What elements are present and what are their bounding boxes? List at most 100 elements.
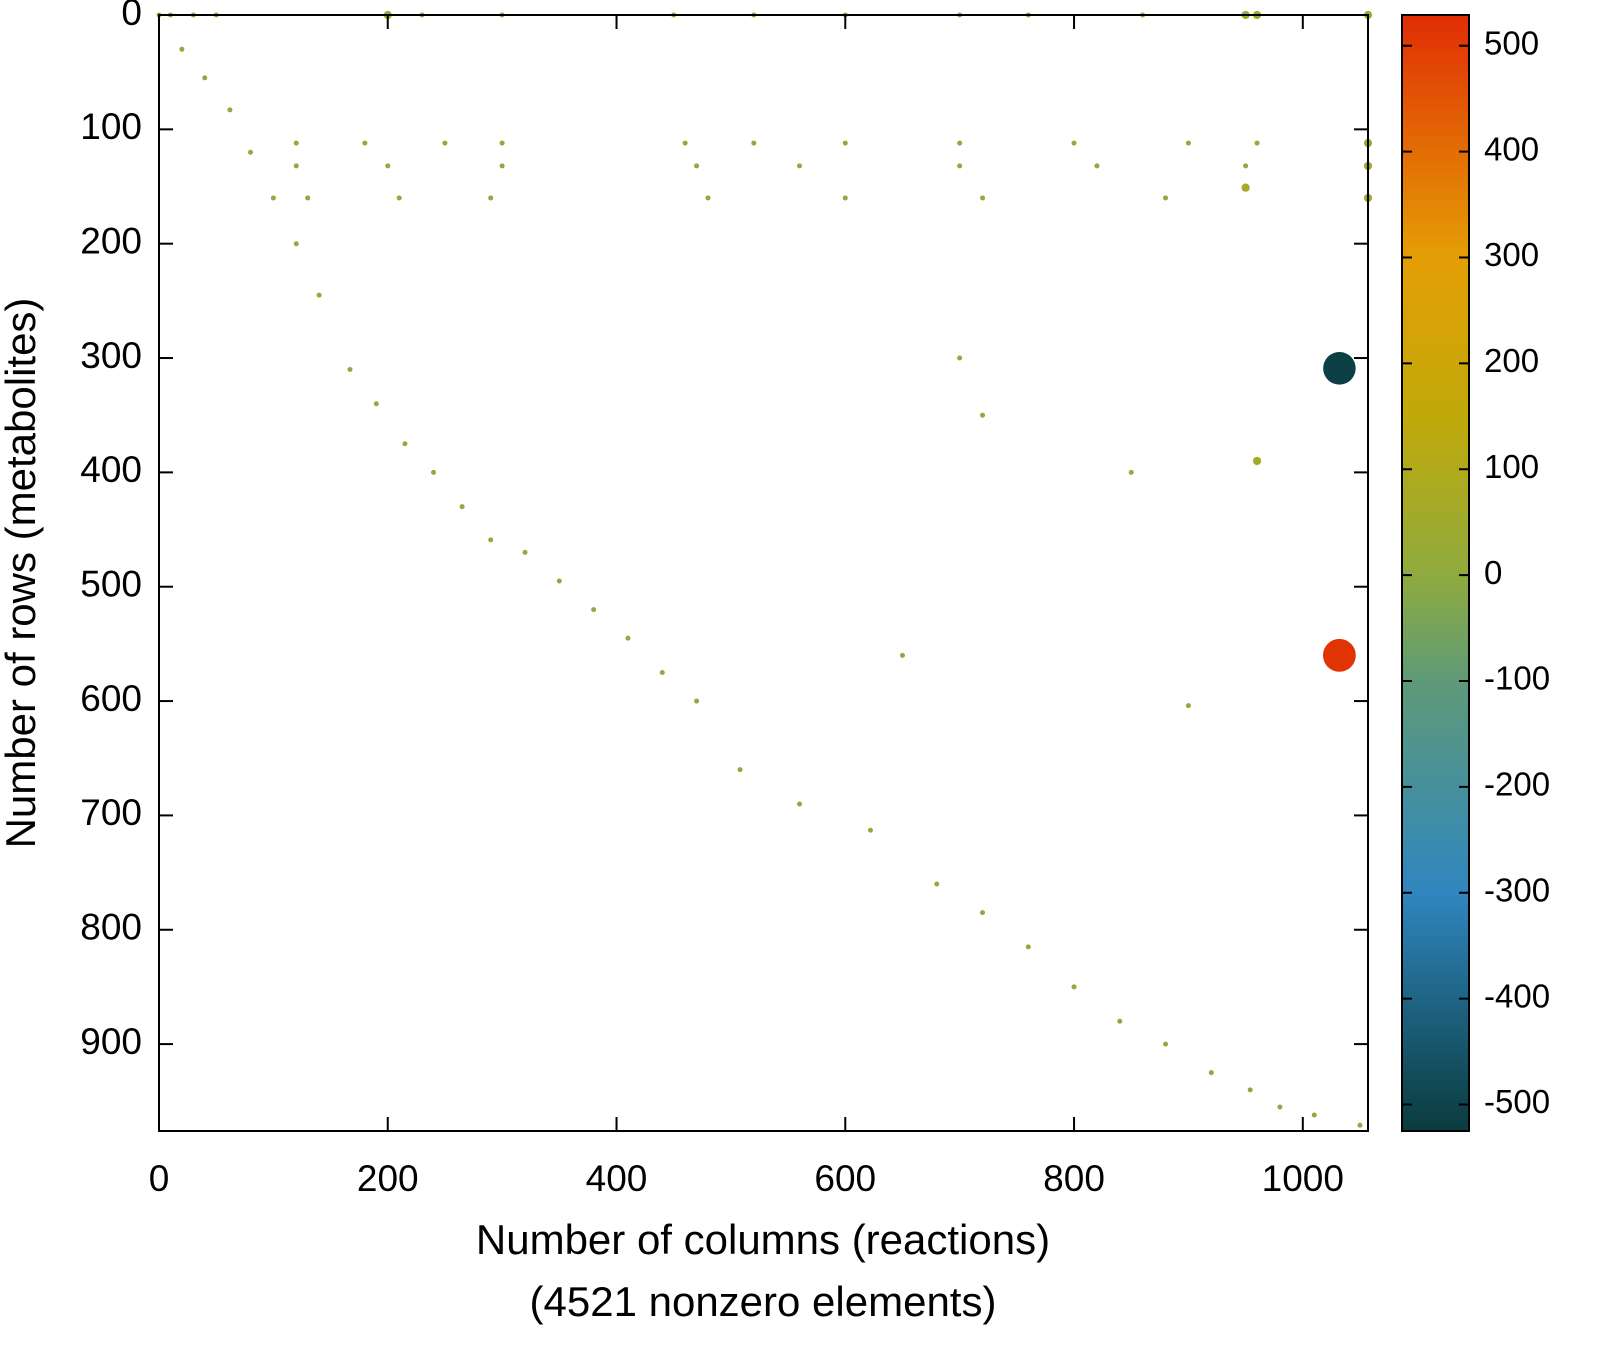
point (248, 149, 254, 155)
colorbar-tick-label: 400 (1484, 130, 1539, 167)
x-sublabel: (4521 nonzero elements) (530, 1278, 997, 1325)
point (1357, 1122, 1363, 1128)
point (270, 195, 276, 201)
point (293, 140, 299, 146)
point (1128, 469, 1134, 475)
colorbar-tick-label: -200 (1484, 766, 1550, 803)
x-tick-label: 0 (149, 1158, 170, 1199)
plot-frame (158, 14, 1369, 1132)
point (1241, 183, 1250, 192)
point (1163, 195, 1169, 201)
colorbar-tick-label: 200 (1484, 342, 1539, 379)
point (899, 652, 905, 658)
point (694, 698, 700, 704)
colorbar-tick-label: 0 (1484, 554, 1502, 591)
point (293, 241, 299, 247)
point (1252, 456, 1262, 466)
point (694, 163, 700, 169)
colorbar-tick-label: 100 (1484, 448, 1539, 485)
point (957, 140, 963, 146)
point (293, 163, 299, 169)
point (1071, 140, 1077, 146)
point (373, 401, 379, 407)
point (797, 163, 803, 169)
point (1323, 352, 1356, 385)
x-label: Number of columns (reactions) (476, 1216, 1050, 1263)
point (980, 195, 986, 201)
point (396, 195, 402, 201)
point (442, 140, 448, 146)
point (682, 140, 688, 146)
point (499, 140, 505, 146)
point (347, 366, 353, 372)
x-tick-label: 400 (586, 1158, 648, 1199)
y-tick-label: 300 (80, 335, 142, 376)
point (488, 537, 494, 543)
colorbar-tick-label: 500 (1484, 24, 1539, 61)
x-tick-label: 800 (1043, 1158, 1105, 1199)
y-tick-label: 100 (80, 106, 142, 147)
point (980, 412, 986, 418)
point (1247, 1087, 1253, 1093)
point (934, 881, 940, 887)
point (402, 441, 408, 447)
y-tick-label: 500 (80, 564, 142, 605)
point (1071, 984, 1077, 990)
point (980, 910, 986, 916)
colorbar-tick-label: -500 (1484, 1083, 1550, 1120)
y-tick-label: 200 (80, 220, 142, 261)
y-label: Number of rows (metabolites) (0, 298, 44, 849)
point (385, 163, 391, 169)
point (842, 195, 848, 201)
y-tick-label: 0 (121, 0, 142, 33)
point (362, 140, 368, 146)
point (1322, 638, 1356, 672)
point (1163, 1041, 1169, 1047)
point (459, 504, 465, 510)
point (1208, 1070, 1214, 1076)
point (1277, 1104, 1283, 1110)
point (499, 163, 505, 169)
point (1185, 140, 1191, 146)
point (842, 140, 848, 146)
point (625, 635, 631, 641)
y-tick-label: 700 (80, 792, 142, 833)
colorbar-tick-label: -300 (1484, 871, 1550, 908)
point (705, 195, 711, 201)
point (1243, 163, 1249, 169)
point (227, 107, 233, 113)
colorbar-tick-label: -100 (1484, 660, 1550, 697)
point (591, 607, 597, 613)
point (488, 195, 494, 201)
point (556, 578, 562, 584)
points (156, 10, 1373, 1128)
x-tick-label: 200 (357, 1158, 419, 1199)
point (305, 195, 311, 201)
y-tick-label: 900 (80, 1021, 142, 1062)
point (1311, 1112, 1317, 1118)
point (957, 163, 963, 169)
colorbar-tick-label: 300 (1484, 236, 1539, 273)
point (737, 767, 743, 773)
point (522, 549, 528, 555)
point (867, 827, 873, 833)
y-tick-label: 400 (80, 449, 142, 490)
point (1185, 703, 1191, 709)
point (1117, 1018, 1123, 1024)
point (316, 292, 322, 298)
point (1094, 163, 1100, 169)
colorbar (1401, 14, 1470, 1132)
point (431, 469, 437, 475)
x-tick-label: 600 (814, 1158, 876, 1199)
x-tick-label: 1000 (1262, 1158, 1344, 1199)
point (179, 46, 185, 52)
point (957, 355, 963, 361)
colorbar-tick-label: -400 (1484, 977, 1550, 1014)
y-tick-label: 800 (80, 907, 142, 948)
point (659, 669, 665, 675)
point (751, 140, 757, 146)
point (797, 801, 803, 807)
y-tick-label: 600 (80, 678, 142, 719)
point (1254, 140, 1260, 146)
